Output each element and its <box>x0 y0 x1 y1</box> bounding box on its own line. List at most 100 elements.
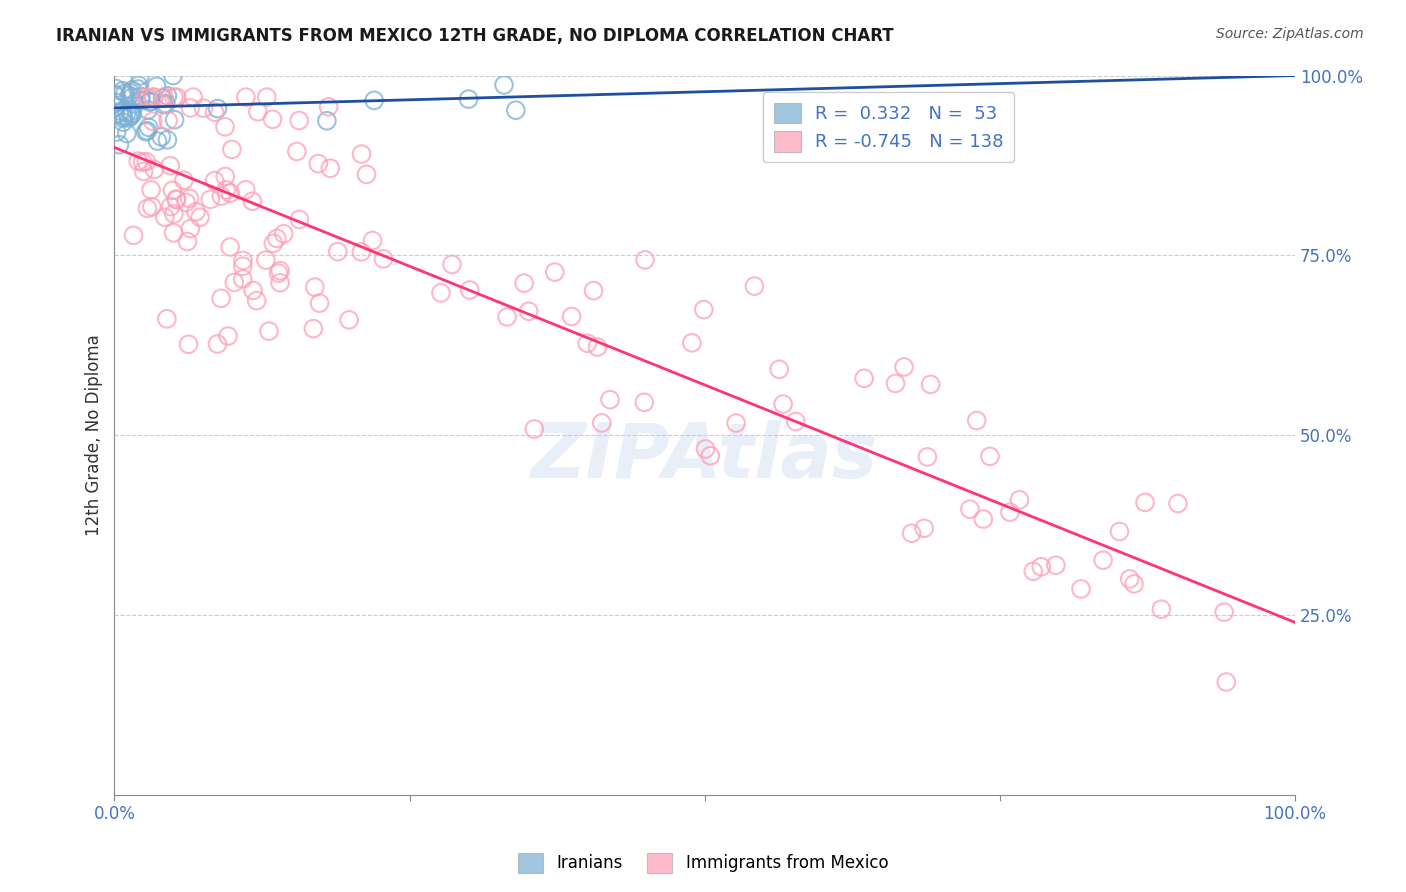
Point <box>307 156 329 170</box>
Point <box>242 284 264 298</box>
Y-axis label: 12th Grade, No Diploma: 12th Grade, No Diploma <box>86 334 103 536</box>
Point <box>112 115 135 129</box>
Point <box>112 109 135 123</box>
Point <box>1092 553 1115 567</box>
Point <box>156 133 179 147</box>
Point <box>1133 495 1156 509</box>
Point <box>254 253 277 268</box>
Point <box>179 101 201 115</box>
Point <box>129 89 152 103</box>
Point <box>145 79 167 94</box>
Point <box>768 362 790 376</box>
Point <box>634 252 657 267</box>
Point <box>146 134 169 148</box>
Point <box>157 113 180 128</box>
Point <box>920 377 942 392</box>
Point <box>179 221 201 235</box>
Point <box>893 359 915 374</box>
Point <box>104 87 127 102</box>
Point <box>128 78 150 93</box>
Point <box>207 337 229 351</box>
Point <box>115 127 138 141</box>
Point <box>179 191 201 205</box>
Point <box>505 103 527 118</box>
Point <box>136 124 159 138</box>
Point <box>114 87 136 101</box>
Legend: R =  0.332   N =  53, R = -0.745   N = 138: R = 0.332 N = 53, R = -0.745 N = 138 <box>763 92 1015 162</box>
Point <box>693 302 716 317</box>
Point <box>176 235 198 249</box>
Point <box>139 95 162 109</box>
Point <box>219 186 242 200</box>
Point <box>104 89 127 103</box>
Point <box>725 416 748 430</box>
Point <box>319 161 342 176</box>
Point <box>108 137 131 152</box>
Point <box>350 244 373 259</box>
Point <box>115 105 138 120</box>
Point <box>1108 524 1130 539</box>
Point <box>159 200 181 214</box>
Point <box>496 310 519 324</box>
Point <box>316 113 339 128</box>
Point <box>273 227 295 241</box>
Point <box>232 272 254 286</box>
Point <box>138 91 160 105</box>
Point <box>1031 559 1053 574</box>
Point <box>232 259 254 273</box>
Point <box>288 113 311 128</box>
Point <box>121 90 143 104</box>
Point <box>1215 675 1237 690</box>
Point <box>681 335 703 350</box>
Point <box>152 91 174 105</box>
Point <box>135 90 157 104</box>
Point <box>326 244 349 259</box>
Point <box>139 95 162 109</box>
Point <box>221 143 243 157</box>
Point <box>181 90 204 104</box>
Point <box>582 284 605 298</box>
Point <box>152 97 174 112</box>
Point <box>430 285 453 300</box>
Point <box>163 90 186 104</box>
Point <box>138 120 160 135</box>
Point <box>269 276 291 290</box>
Point <box>200 193 222 207</box>
Point <box>159 159 181 173</box>
Point <box>544 265 567 279</box>
Point <box>173 173 195 187</box>
Text: Source: ZipAtlas.com: Source: ZipAtlas.com <box>1216 27 1364 41</box>
Point <box>214 120 236 134</box>
Point <box>262 112 284 127</box>
Point <box>576 336 599 351</box>
Point <box>242 194 264 209</box>
Point <box>1213 605 1236 619</box>
Point <box>361 234 384 248</box>
Point <box>108 106 131 120</box>
Point <box>188 211 211 225</box>
Point <box>204 105 226 120</box>
Point <box>153 211 176 225</box>
Point <box>1167 496 1189 510</box>
Point <box>112 112 135 126</box>
Point <box>150 129 173 144</box>
Point <box>162 183 184 197</box>
Point <box>121 83 143 97</box>
Point <box>129 69 152 83</box>
Point <box>561 310 583 324</box>
Point <box>156 311 179 326</box>
Point <box>120 104 142 119</box>
Point <box>959 502 981 516</box>
Point <box>772 397 794 411</box>
Point <box>1150 602 1173 616</box>
Point <box>204 173 226 187</box>
Point <box>441 257 464 271</box>
Point <box>163 112 186 127</box>
Point <box>162 226 184 240</box>
Point <box>177 337 200 351</box>
Point <box>1119 572 1142 586</box>
Point <box>591 416 613 430</box>
Point <box>105 125 128 139</box>
Point <box>136 103 159 117</box>
Point <box>373 252 395 266</box>
